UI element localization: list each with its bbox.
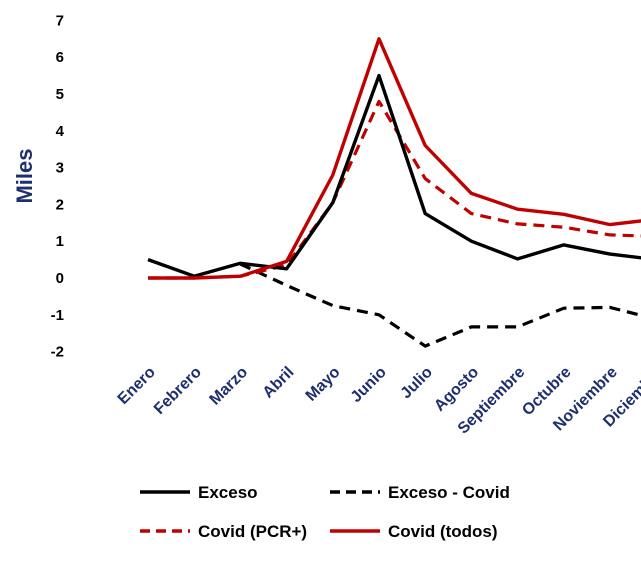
x-tick-label: Febrero — [151, 364, 205, 418]
y-tick-label: 1 — [56, 233, 64, 250]
y-tick-label: -1 — [51, 307, 64, 324]
series-line-exceso-covid — [239, 262, 641, 348]
y-tick-label: 5 — [56, 86, 64, 103]
series-line-covid-pcr — [148, 99, 641, 280]
legend: Exceso Exceso - Covid Covid (PCR+) Covid (t… — [140, 483, 510, 541]
x-tick-label: Julio — [398, 364, 437, 403]
series-line-covid-todos — [148, 37, 641, 280]
x-tick-label: Marzo — [207, 364, 252, 409]
legend-label-covid-pcr: Covid (PCR+) — [198, 522, 307, 541]
y-tick-label: 7 — [56, 12, 64, 29]
x-tick-label: Junio — [348, 364, 390, 406]
y-tick-label: 0 — [56, 270, 64, 287]
series-lines — [147, 37, 641, 348]
legend-label-exceso: Exceso — [198, 483, 258, 502]
y-tick-label: -2 — [51, 344, 64, 361]
y-tick-label: 4 — [56, 123, 65, 140]
x-tick-label: Abril — [260, 364, 298, 402]
y-axis-ticks: 7 6 5 4 3 2 1 0 -1 -2 — [51, 12, 65, 360]
y-tick-label: 3 — [56, 160, 64, 177]
legend-label-exceso-covid: Exceso - Covid — [388, 483, 510, 502]
x-tick-label: Enero — [115, 364, 159, 408]
y-tick-label: 6 — [56, 49, 64, 66]
series-line-exceso — [147, 73, 641, 278]
y-tick-label: 2 — [56, 196, 64, 213]
y-axis-label: Miles — [12, 148, 37, 203]
x-tick-label: Mayo — [303, 364, 344, 405]
legend-label-covid-todos: Covid (todos) — [388, 522, 498, 541]
